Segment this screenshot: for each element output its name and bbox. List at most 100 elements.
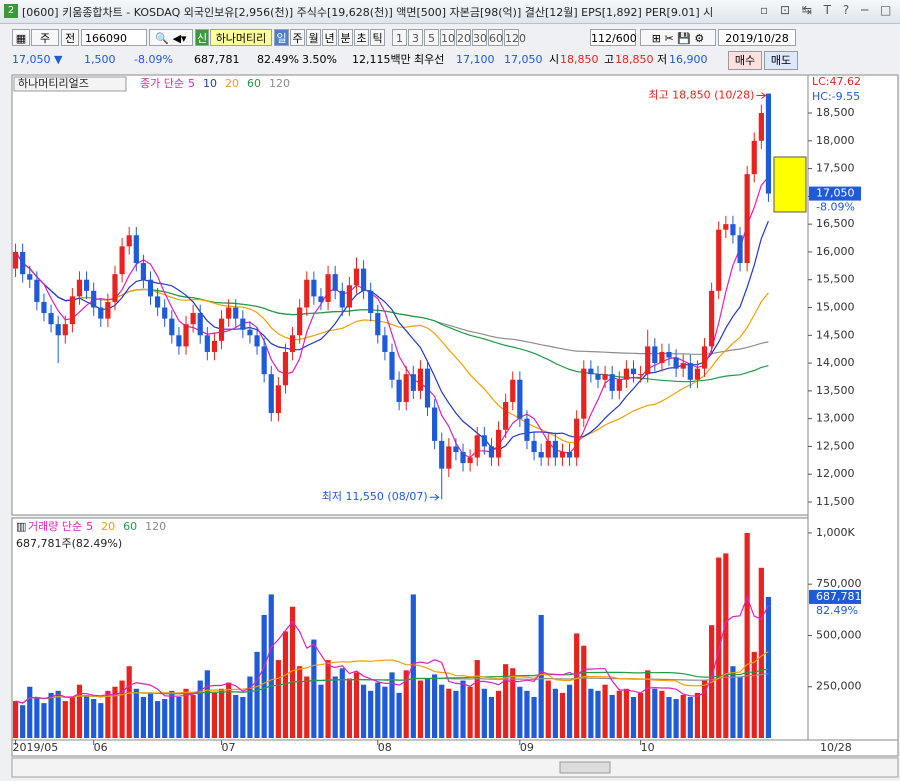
period-button[interactable]: 월 (306, 29, 321, 46)
quote-item: 16,900 (669, 53, 708, 66)
volume-bar (226, 682, 232, 738)
candle-body (439, 440, 445, 469)
search-tools[interactable]: 🔍 ◀▾ (149, 29, 193, 46)
period-button[interactable]: 분 (338, 29, 353, 46)
volume-bar (311, 639, 317, 738)
candle-body (311, 279, 317, 297)
volume-bar (424, 678, 431, 738)
legend-label: 종가 단순 (140, 77, 184, 90)
legend-period: 60 (123, 520, 137, 533)
legend-box (13, 76, 127, 92)
volume-bar (98, 703, 104, 738)
volume-bar (730, 666, 736, 738)
volume-bar (147, 692, 154, 738)
candle-body (247, 329, 253, 336)
interval-button[interactable]: 10 (440, 29, 455, 46)
window-controls[interactable]: ▫ ⊡ ↹ T ? ─ □ ✕ (760, 3, 900, 17)
period-button[interactable]: 주 (290, 29, 305, 46)
candle-body (12, 251, 19, 269)
mode-select[interactable]: 주 (31, 29, 59, 46)
interval-button[interactable]: 120 (504, 29, 526, 46)
tool-icon[interactable]: ▦ (12, 29, 30, 46)
last-price-box (809, 186, 861, 201)
period-button[interactable]: 일 (274, 29, 289, 46)
candle-body (204, 335, 210, 352)
last-price-label: 17,050 (816, 187, 855, 200)
quote-item: 82.49% (257, 53, 299, 66)
volume-bar (531, 696, 537, 738)
volume-bar (737, 676, 743, 738)
count-box[interactable]: 112/600 (590, 29, 637, 46)
candle-body (240, 318, 246, 330)
volume-bar (254, 651, 260, 738)
volume-bar (410, 594, 416, 738)
volume-bar (652, 688, 658, 738)
volume-bar (595, 690, 601, 738)
code-input[interactable]: 166090 (81, 29, 147, 46)
new-badge: 신 (195, 29, 209, 46)
candle-body (41, 301, 47, 314)
candle-body (20, 251, 26, 275)
quote-item: 17,050 ▼ (12, 53, 63, 66)
interval-button[interactable]: 3 (408, 29, 423, 46)
candle-body (261, 346, 267, 375)
volume-bar (389, 672, 395, 738)
candle-body (197, 313, 203, 336)
volume-bar (396, 692, 402, 738)
volume-bar (602, 684, 608, 738)
period-button[interactable]: 틱 (370, 29, 385, 46)
y-tick-label: 500,000 (816, 628, 862, 641)
period-button[interactable]: 초 (354, 29, 369, 46)
candle-body (730, 224, 736, 236)
volume-bar (524, 690, 530, 738)
volume-bar (105, 690, 111, 738)
high-note: 최고 18,850 (10/28) (648, 89, 754, 102)
volume-bar (275, 660, 281, 738)
interval-button[interactable]: 60 (488, 29, 503, 46)
candle-body (545, 440, 551, 458)
x-tick-label: 10 (641, 741, 655, 754)
interval-button[interactable]: 30 (472, 29, 487, 46)
scroll-bar[interactable] (11, 757, 899, 778)
candle-body (360, 268, 367, 291)
y-tick-label: 13,000 (816, 412, 855, 425)
legend-period: 20 (225, 77, 239, 90)
candle-body (69, 296, 75, 325)
order-button[interactable]: 매수 (728, 51, 762, 70)
right-axis (807, 74, 899, 741)
quote-item: 18,850 (560, 53, 599, 66)
volume-bar (439, 684, 445, 738)
candle-body (155, 296, 161, 308)
quote-item: -8.09% (134, 53, 173, 66)
candle-body (282, 351, 289, 386)
tool-icons[interactable]: ⊞ ✂ 💾 ⚙ (640, 29, 716, 46)
interval-button[interactable]: 20 (456, 29, 471, 46)
interval-button[interactable]: 1 (392, 29, 407, 46)
low-note: 최저 11,550 (08/07) (322, 490, 428, 503)
scroll-thumb[interactable] (559, 761, 611, 774)
candle-body (62, 324, 68, 336)
y-tick-label: 17,500 (816, 162, 855, 175)
period-button[interactable]: 년 (322, 29, 337, 46)
window-title: [0600] 키움종합차트 - KOSDAQ 외국인보유[2,956(천)] 주… (22, 6, 714, 19)
volume-bar (325, 660, 331, 738)
date-axis (11, 739, 899, 757)
candle-body (531, 440, 537, 452)
candle-body (645, 346, 651, 375)
volume-bar (744, 532, 750, 738)
interval-button[interactable]: 5 (424, 29, 439, 46)
date-input[interactable]: 2019/10/28 (718, 29, 796, 46)
y-tick-label: 18,000 (816, 134, 855, 147)
candle-body (353, 268, 360, 286)
candle-body (27, 274, 33, 280)
last-date: 10/28 (820, 741, 852, 754)
stock-name[interactable]: 하나머티리 (210, 29, 272, 46)
prev-button[interactable]: 전 (61, 29, 79, 46)
order-button[interactable]: 매도 (764, 51, 798, 70)
volume-bar (83, 694, 90, 738)
volume-bar (382, 686, 388, 738)
volume-bar (403, 670, 409, 738)
volume-bar (417, 680, 424, 738)
candle-body (566, 451, 573, 458)
